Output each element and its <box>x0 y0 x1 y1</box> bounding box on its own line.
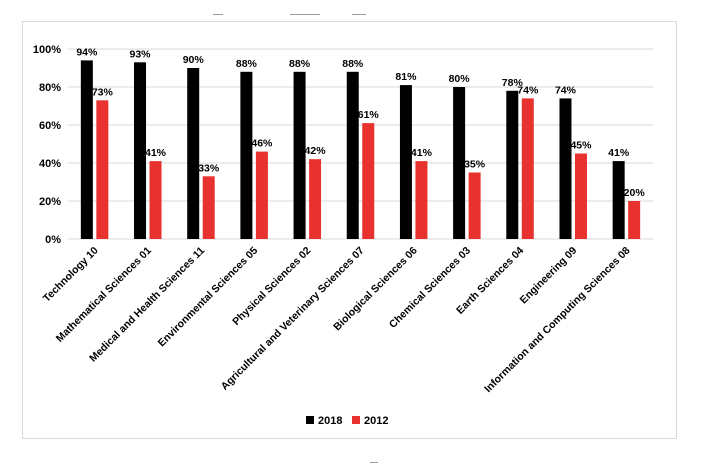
bar-2012 <box>362 123 375 239</box>
data-label-2018: 88% <box>342 58 364 70</box>
bar-2012 <box>574 153 587 239</box>
category-label: Mathematical Sciences 01 <box>54 245 154 345</box>
y-tick-label: 40% <box>39 158 61 170</box>
bar-2018 <box>187 68 200 239</box>
bar-2018 <box>293 71 306 239</box>
bar-2018 <box>612 161 625 239</box>
y-tick-label: 20% <box>39 196 61 208</box>
bar-2018 <box>134 62 147 239</box>
y-tick-label: 0% <box>45 234 61 246</box>
cropped-text-fragment <box>213 14 223 15</box>
category-label: Engineering 09 <box>518 245 580 307</box>
legend-label-2018: 2018 <box>318 415 342 427</box>
data-label-2018: 80% <box>449 73 471 85</box>
bar-2012 <box>468 172 481 239</box>
chart-frame: 0% 20% 40% 60% 80% 100% 94% 93% 90% 88% 88% 88% 81% 8… <box>22 21 677 439</box>
bar-2012 <box>309 159 322 239</box>
legend-swatch-2018 <box>306 416 314 424</box>
category-label: Medical and Health Sciences 11 <box>87 245 207 365</box>
y-tick-label: 100% <box>33 44 61 56</box>
data-label-2018: 93% <box>130 48 152 60</box>
data-label-2012: 74% <box>517 84 539 96</box>
bar-2018 <box>240 71 253 239</box>
data-label-2018: 94% <box>76 46 98 58</box>
y-tick-label: 80% <box>39 82 61 94</box>
bar-2018 <box>506 90 519 239</box>
bar-2012 <box>521 98 534 240</box>
bar-chart: 0% 20% 40% 60% 80% 100% 94% 93% 90% 88% 88% 88% 81% 8… <box>33 44 653 427</box>
bar-2018 <box>346 71 359 239</box>
data-label-2018: 74% <box>555 84 577 96</box>
data-label-2012: 46% <box>251 138 273 150</box>
cropped-text-fragment <box>290 14 320 15</box>
data-label-2012: 45% <box>570 140 592 152</box>
data-label-2018: 90% <box>183 54 205 66</box>
bar-2018 <box>80 60 93 240</box>
data-label-2012: 41% <box>411 147 433 159</box>
bar-2012 <box>202 176 215 239</box>
bar-2018 <box>559 98 572 240</box>
bar-2012 <box>255 151 268 239</box>
data-label-2012: 35% <box>464 159 486 171</box>
data-label-2012: 42% <box>305 145 327 157</box>
legend-swatch-2012 <box>352 416 360 424</box>
bar-2018 <box>453 87 466 239</box>
category-label: Environmental Sciences 05 <box>156 245 261 350</box>
bar-2012 <box>96 100 109 239</box>
data-label-2012: 61% <box>358 109 380 121</box>
cropped-text-fragment <box>352 14 366 15</box>
data-label-2018: 88% <box>236 58 258 70</box>
bar-2018 <box>399 85 412 239</box>
cropped-text-fragment <box>370 462 378 463</box>
data-label-2012: 33% <box>198 162 220 174</box>
data-label-2018: 88% <box>289 58 311 70</box>
data-label-2018: 78% <box>502 77 524 89</box>
data-label-2012: 41% <box>145 147 167 159</box>
bar-2012 <box>149 161 162 239</box>
category-label: Technology 10 <box>41 245 101 305</box>
data-label-2012: 20% <box>624 187 646 199</box>
data-label-2018: 41% <box>608 147 630 159</box>
bar-2012 <box>415 161 428 239</box>
data-label-2018: 81% <box>395 71 417 83</box>
legend-label-2012: 2012 <box>364 415 388 427</box>
y-tick-label: 60% <box>39 120 61 132</box>
bar-2012 <box>628 201 641 239</box>
data-label-2012: 73% <box>92 86 114 98</box>
